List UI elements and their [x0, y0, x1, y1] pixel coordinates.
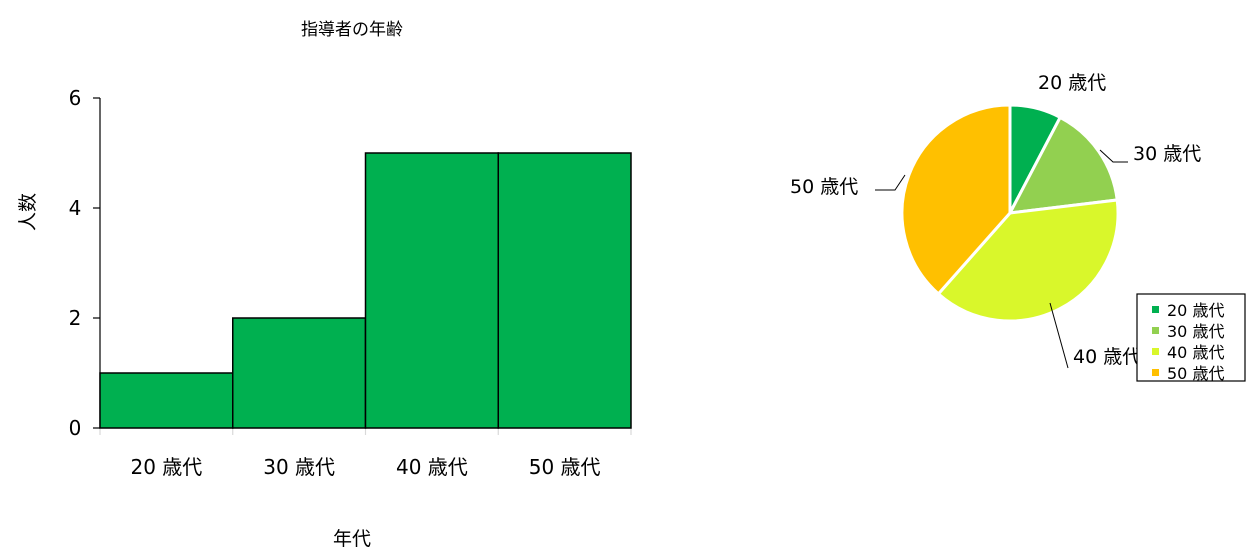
x-tick-label: 20 歳代	[130, 455, 202, 479]
legend-swatch	[1152, 306, 1159, 313]
legend-label: 20 歳代	[1167, 301, 1224, 320]
x-axis-label: 年代	[333, 528, 371, 549]
x-tick-label: 50 歳代	[529, 455, 601, 479]
y-tick-labels: 0 2 4 6	[69, 86, 82, 440]
leader-line	[1099, 149, 1128, 163]
legend-label: 40 歳代	[1167, 343, 1224, 362]
slice-label: 50 歳代	[790, 176, 858, 198]
leader-line	[875, 174, 906, 191]
slice-label: 30 歳代	[1133, 143, 1201, 165]
chart-title: 指導者の年齢	[301, 20, 403, 40]
bar-series	[99, 152, 632, 429]
leader-line	[1049, 302, 1069, 369]
legend-label: 30 歳代	[1167, 322, 1224, 341]
legend-swatch	[1152, 369, 1159, 376]
legend-label: 50 歳代	[1167, 364, 1224, 383]
slice-label: 20 歳代	[1038, 72, 1106, 94]
bar-chart: 指導者の年齢 人数 年代 0 2 4 6 20 歳代 30 歳代 40 歳代 50 歳代	[17, 20, 632, 549]
x-tick-label: 30 歳代	[263, 455, 335, 479]
pie-slice-labels: 20 歳代 30 歳代 40 歳代 50 歳代	[790, 72, 1201, 369]
bar	[99, 372, 234, 429]
y-tick-label: 2	[69, 306, 82, 330]
y-tick-label: 6	[69, 86, 82, 110]
x-tick-labels: 20 歳代 30 歳代 40 歳代 50 歳代	[130, 455, 600, 479]
pie-slice	[900, 103, 1012, 296]
slice-label: 40 歳代	[1073, 346, 1141, 368]
bar	[232, 317, 367, 429]
y-tick-label: 4	[69, 196, 82, 220]
y-tick-label: 0	[69, 416, 82, 440]
y-axis-label: 人数	[17, 193, 39, 231]
legend-swatch	[1152, 348, 1159, 355]
legend-swatch	[1152, 327, 1159, 334]
pie-slice	[1007, 115, 1119, 215]
pie-slices	[900, 103, 1120, 323]
pie-legend: 20 歳代 30 歳代 40 歳代 50 歳代	[1136, 293, 1246, 383]
pie-slice	[936, 198, 1120, 323]
x-tick-label: 40 歳代	[396, 455, 468, 479]
pie-chart: 20 歳代 30 歳代 40 歳代 50 歳代	[790, 72, 1201, 369]
bar	[364, 152, 499, 429]
bar	[497, 152, 632, 429]
